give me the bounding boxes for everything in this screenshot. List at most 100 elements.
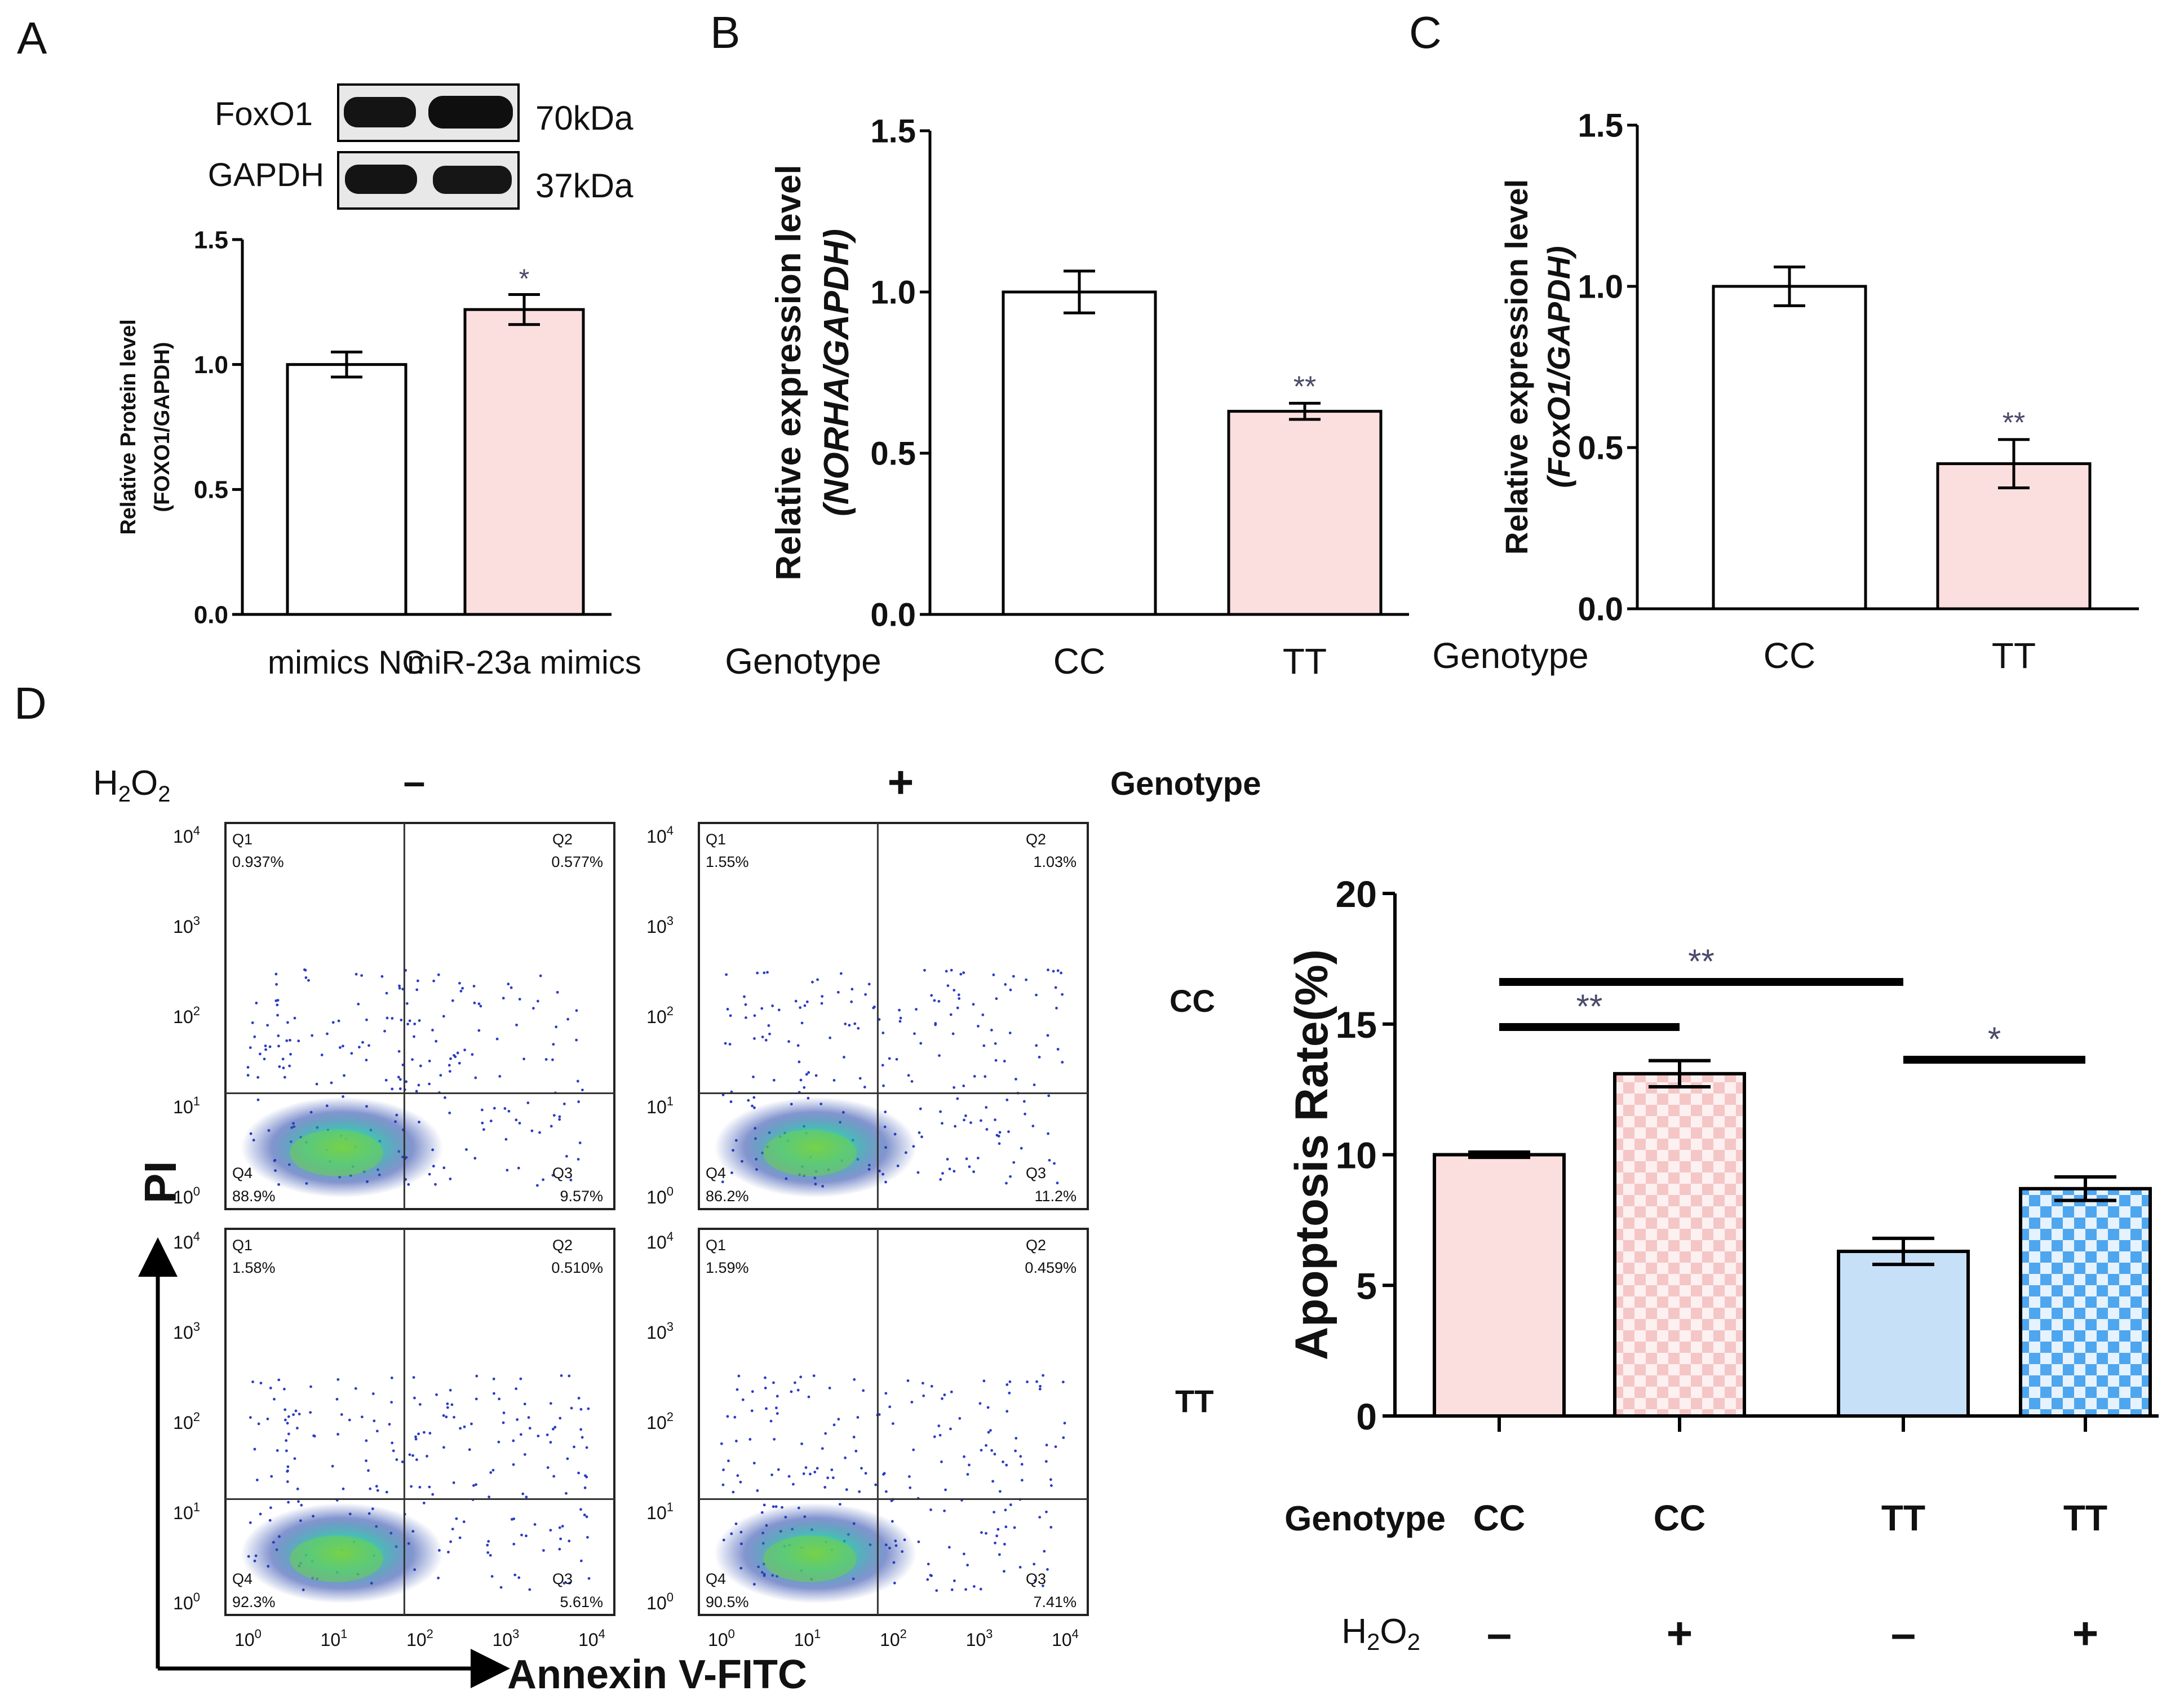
scatter-dot xyxy=(972,1170,975,1174)
scatter-dot xyxy=(536,999,539,1003)
scatter-dot xyxy=(523,1453,526,1456)
scatter-dot xyxy=(365,1059,368,1061)
annexin-axis-label: Annexin V-FITC xyxy=(507,1652,807,1695)
flow-cytometry-plots: Q1 0.937% Q2 0.577% Q3 9.57% Q4 88.9% 100 101 102 1… xyxy=(173,822,1089,1650)
scatter-dot xyxy=(985,1128,989,1131)
western-blot: FoxO1 GAPDH 70kDa 37kDa xyxy=(208,83,634,210)
scatter-dot xyxy=(766,971,769,974)
bar-cc xyxy=(1712,285,1867,610)
apoptosis-bar-4 xyxy=(2019,1187,2152,1418)
scatter-dot xyxy=(989,1429,992,1432)
scatter-dot xyxy=(804,1466,808,1469)
scatter-dot xyxy=(771,1004,774,1007)
flow-plot-2: Q1 1.55% Q2 1.03% Q3 11.2% Q4 86.2% 100 101 102 103… xyxy=(646,822,1089,1210)
scatter-dot xyxy=(1035,1044,1038,1047)
scatter-dot xyxy=(1062,1436,1065,1439)
quadrant-q1-value: 1.59% xyxy=(706,1259,749,1276)
scatter-dot xyxy=(1033,1083,1036,1086)
scatter-dot xyxy=(773,1437,776,1441)
y-tick-label: 20 xyxy=(1336,873,1377,915)
scatter-dot xyxy=(1063,1422,1066,1425)
scatter-dot xyxy=(1045,1510,1048,1513)
scatter-dot xyxy=(735,1440,738,1442)
scatter-dot xyxy=(448,1112,451,1114)
scatter-dot xyxy=(530,1129,534,1132)
scatter-dot xyxy=(473,1157,477,1160)
scatter-dot xyxy=(729,1014,732,1017)
x-decade-label: 101 xyxy=(794,1627,821,1650)
scatter-dot xyxy=(1020,1147,1023,1150)
scatter-dot xyxy=(448,1064,451,1067)
bar-tt xyxy=(1227,410,1383,616)
scatter-dot xyxy=(474,1076,477,1079)
scatter-dot xyxy=(391,1087,394,1091)
scatter-dot xyxy=(1055,1007,1058,1010)
row-value: TT xyxy=(2063,1498,2107,1538)
scatter-dot xyxy=(587,1577,591,1580)
scatter-dot xyxy=(739,1480,742,1484)
scatter-dot xyxy=(948,1167,951,1171)
scatter-dot xyxy=(552,1114,556,1117)
quadrant-q3-label: Q3 xyxy=(552,1570,573,1587)
scatter-dot xyxy=(326,1032,329,1035)
scatter-dot xyxy=(300,1503,303,1507)
scatter-dot xyxy=(949,1013,953,1016)
y-decade-label: 102 xyxy=(173,1410,200,1433)
scatter-dot xyxy=(294,1409,298,1413)
scatter-dot xyxy=(342,1487,345,1490)
scatter-dot xyxy=(556,990,559,994)
scatter-dot xyxy=(836,990,840,994)
scatter-dot xyxy=(1005,1463,1008,1467)
scatter-dot xyxy=(929,1574,932,1577)
scatter-dot xyxy=(950,1390,953,1393)
scatter-dot xyxy=(442,1446,445,1449)
scatter-dot xyxy=(276,1014,279,1017)
scatter-dot xyxy=(507,1109,511,1113)
scatter-dot xyxy=(455,1517,458,1520)
scatter-dot xyxy=(962,1085,965,1087)
category-label: CC xyxy=(1764,635,1815,676)
y-tick-label: 0.5 xyxy=(1578,430,1623,466)
scatter-dot xyxy=(512,1463,515,1466)
scatter-dot xyxy=(297,1039,300,1043)
scatter-dot xyxy=(912,1448,915,1451)
scatter-dot xyxy=(449,1178,452,1180)
scatter-dot xyxy=(721,1483,725,1486)
quadrant-q4-value: 90.5% xyxy=(706,1594,749,1610)
scatter-dot xyxy=(867,983,871,986)
scatter-dot xyxy=(853,1378,856,1381)
scatter-dot xyxy=(343,1074,345,1077)
scatter-dot xyxy=(296,1488,299,1490)
scatter-dot xyxy=(803,1086,806,1089)
scatter-dot xyxy=(756,971,759,975)
scatter-dot xyxy=(498,1075,502,1078)
scatter-dot xyxy=(417,1432,420,1436)
cell-population-core xyxy=(763,1130,857,1176)
scatter-dot xyxy=(357,1002,360,1006)
scatter-dot xyxy=(468,1448,471,1451)
scatter-dot xyxy=(1002,1461,1004,1463)
scatter-dot xyxy=(408,1453,411,1457)
category-label: mimics NC xyxy=(268,644,426,681)
scatter-dot xyxy=(839,972,843,975)
scatter-dot xyxy=(274,972,278,976)
scatter-dot xyxy=(558,1115,561,1118)
scatter-dot xyxy=(549,1402,552,1405)
scatter-dot xyxy=(459,989,463,993)
scatter-dot xyxy=(1045,1444,1048,1446)
scatter-dot xyxy=(490,1575,494,1578)
scatter-dot xyxy=(720,1442,723,1445)
scatter-dot xyxy=(360,974,364,977)
y-tick-label: 0.0 xyxy=(870,596,916,633)
scatter-dot xyxy=(744,1003,747,1006)
scatter-dot xyxy=(994,1541,996,1544)
scatter-dot xyxy=(400,1019,403,1021)
scatter-dot xyxy=(477,1002,481,1006)
scatter-dot xyxy=(763,1503,766,1507)
scatter-dot xyxy=(565,1492,568,1495)
scatter-dot xyxy=(811,980,814,984)
y-axis-label: Apoptosis Rate(%) xyxy=(1286,949,1337,1360)
scatter-dot xyxy=(558,1118,561,1121)
scatter-dot xyxy=(517,1576,521,1579)
scatter-dot xyxy=(577,1158,580,1161)
